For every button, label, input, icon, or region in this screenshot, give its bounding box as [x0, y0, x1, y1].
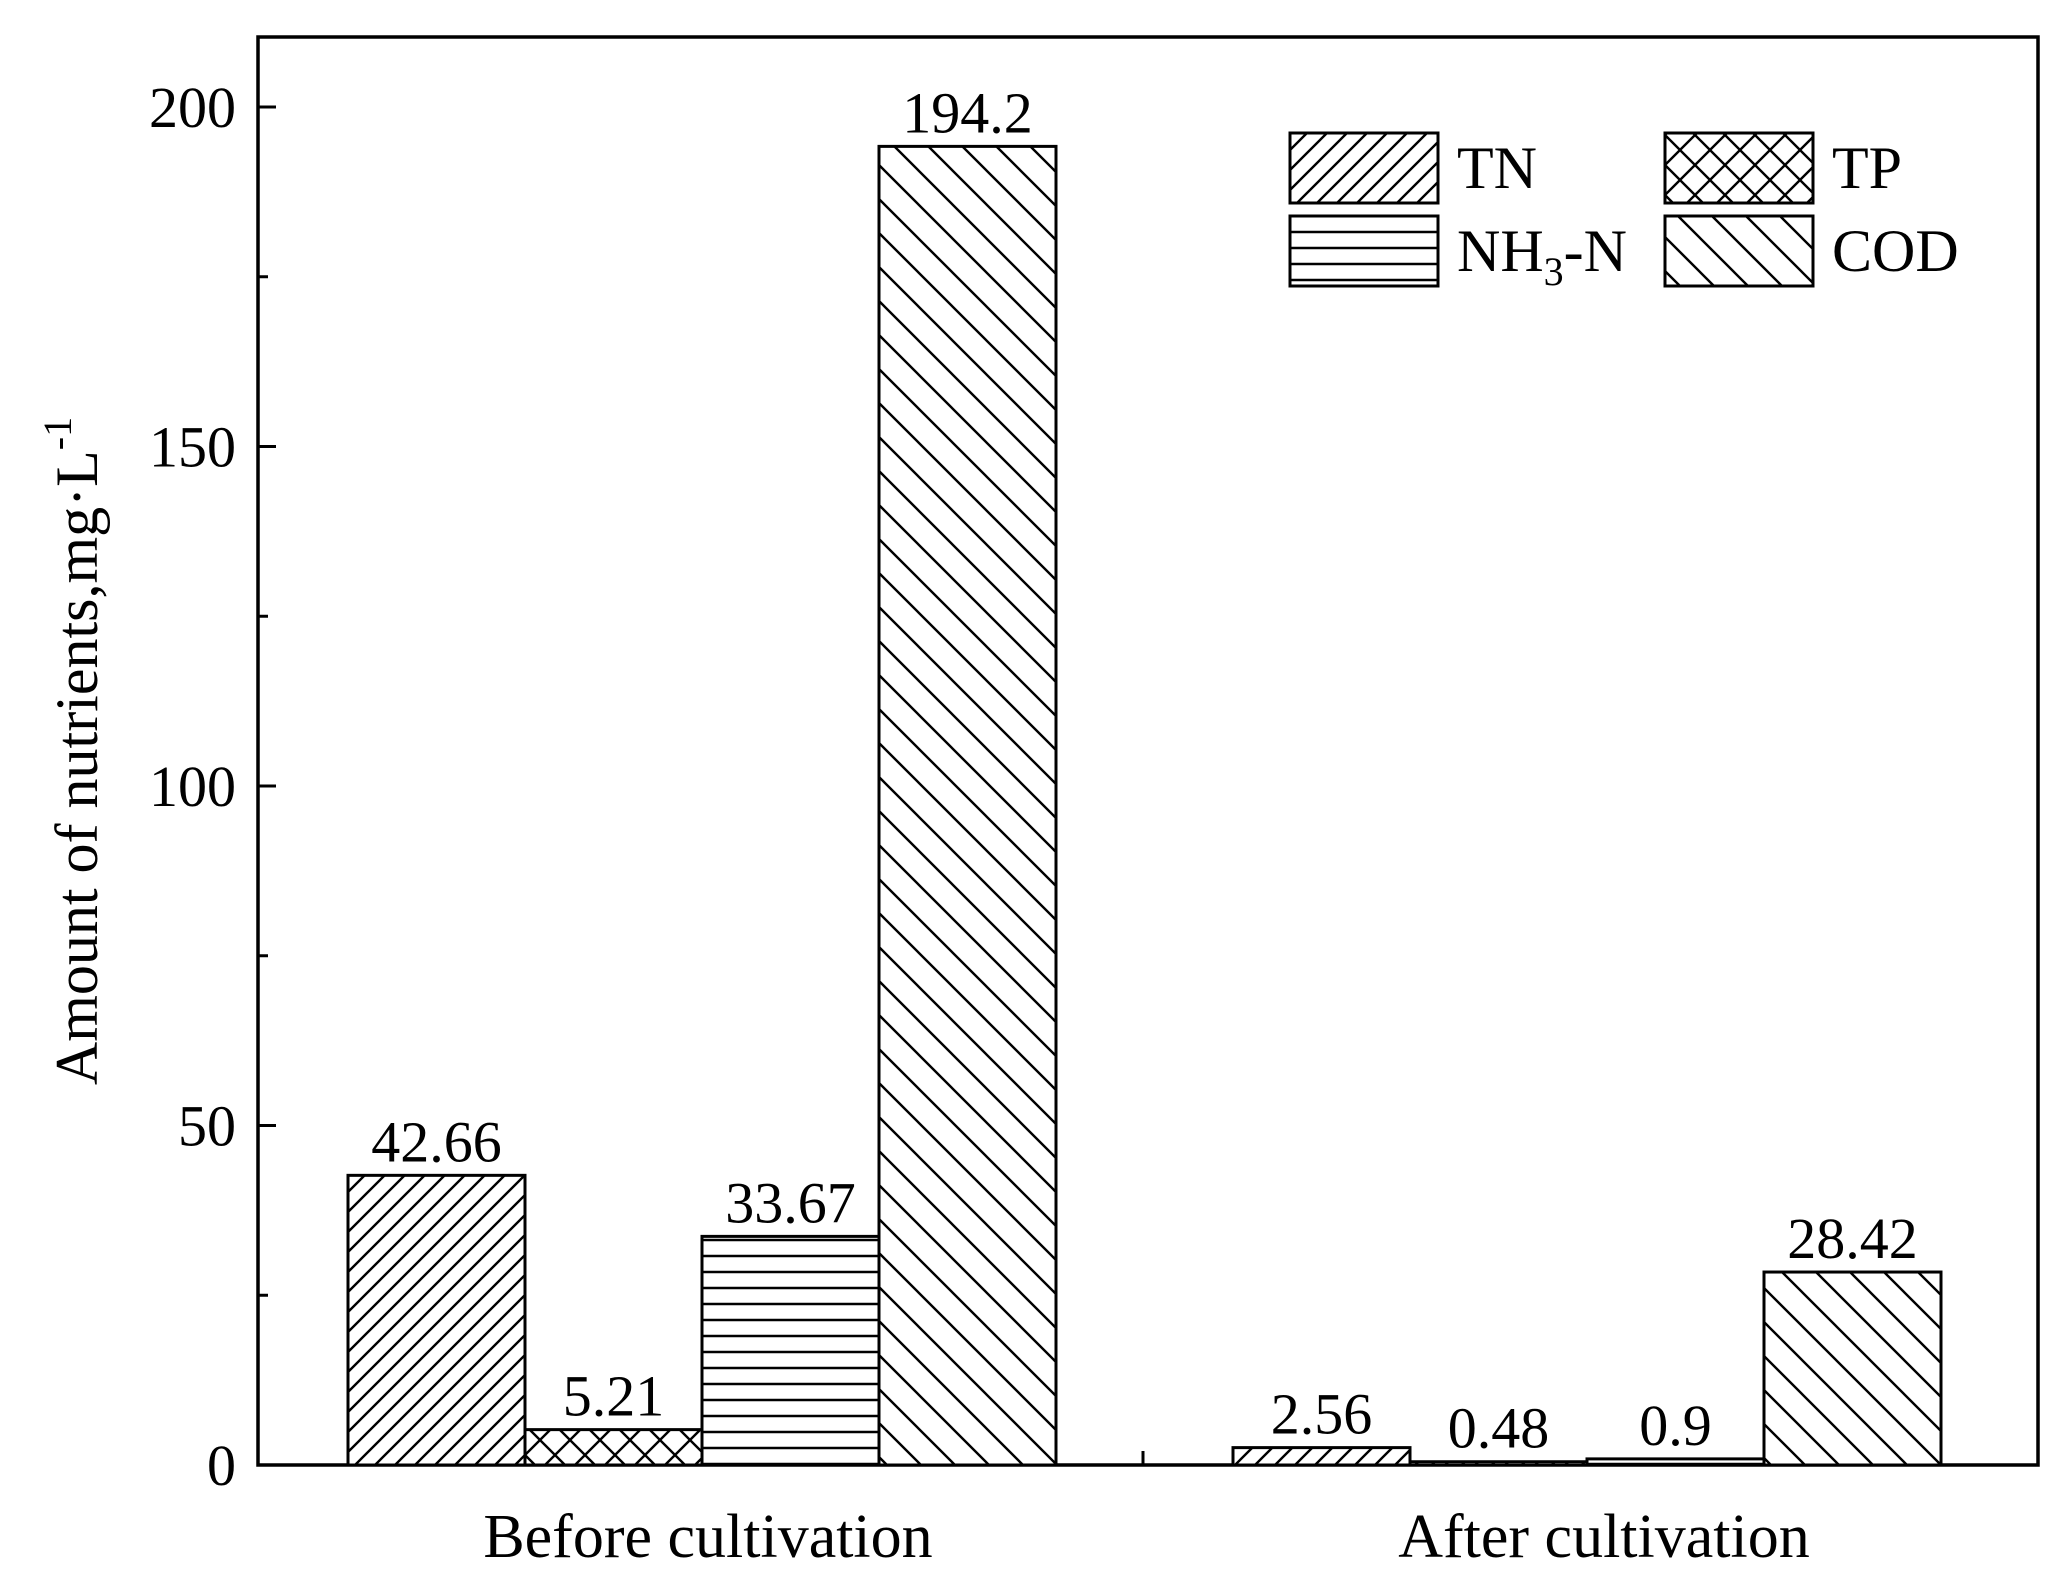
legend-label-nh3n: NH3-N	[1457, 218, 1627, 294]
data-label: 2.56	[1271, 1382, 1373, 1447]
legend-label-tp: TP	[1832, 135, 1902, 201]
legend-swatch-tp	[1663, 131, 1815, 205]
bar-cod-before	[877, 144, 1058, 1467]
bar-tn-after	[1231, 1446, 1412, 1467]
x-category-label: Before cultivation	[483, 1503, 932, 1571]
bar-tp-after	[1408, 1460, 1589, 1467]
legend: TN TP NH3-N COD	[1288, 131, 1959, 294]
plot-frame	[256, 35, 2040, 1467]
y-tick-label: 0	[207, 1433, 236, 1498]
x-axis: Before cultivation After cultivation	[483, 1451, 1810, 1571]
data-label: 0.9	[1639, 1393, 1712, 1458]
bar-tn-before	[346, 1173, 527, 1467]
bar-tp-before	[523, 1428, 704, 1467]
data-label: 28.42	[1787, 1206, 1918, 1271]
bars	[346, 144, 1943, 1467]
data-label: 5.21	[563, 1364, 665, 1429]
legend-swatch-cod	[1663, 214, 1815, 288]
y-axis-title: Amount of nutrients,mg·L-1	[35, 417, 110, 1085]
bar-nh3n-before	[700, 1234, 881, 1467]
legend-label-cod: COD	[1832, 218, 1959, 284]
legend-label-tn: TN	[1457, 135, 1537, 201]
y-tick-label: 100	[149, 754, 236, 819]
legend-swatch-nh3n	[1288, 214, 1440, 288]
data-label: 0.48	[1448, 1396, 1550, 1461]
y-tick-label: 50	[178, 1094, 236, 1159]
data-labels: 42.66 2.56 5.21 0.48 33.67 0.9 194.2 28.42	[371, 80, 1918, 1460]
y-tick-label: 150	[149, 415, 236, 480]
y-axis: 0 50 100 150 200	[149, 75, 276, 1498]
bar-cod-after	[1762, 1270, 1943, 1467]
y-tick-label: 200	[149, 75, 236, 140]
legend-swatch-tn	[1288, 131, 1440, 205]
data-label: 33.67	[725, 1170, 856, 1235]
data-label: 42.66	[371, 1109, 502, 1174]
data-label: 194.2	[902, 80, 1033, 145]
x-category-label: After cultivation	[1398, 1503, 1809, 1571]
bar-nh3n-after	[1585, 1457, 1766, 1467]
